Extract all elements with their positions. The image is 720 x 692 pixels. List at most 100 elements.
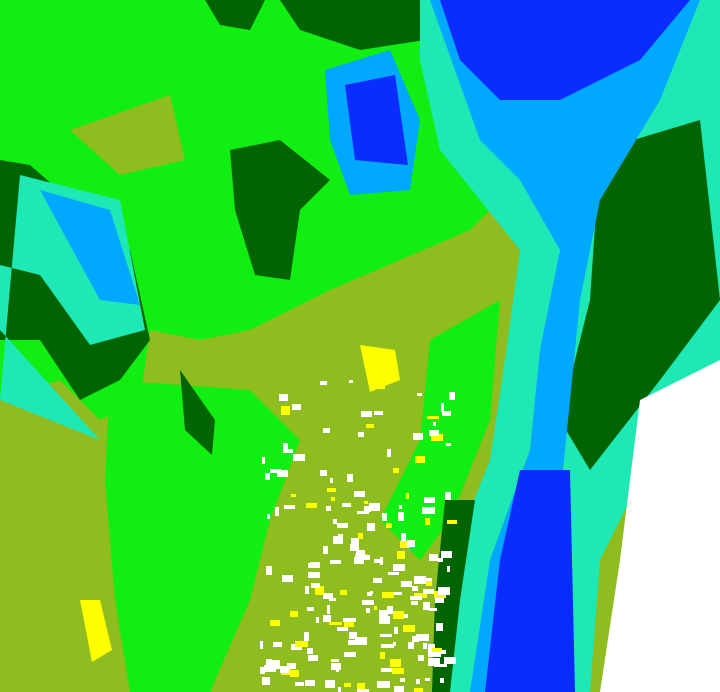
speckle: [308, 655, 318, 661]
speckle: [326, 506, 331, 511]
speckle: [381, 644, 394, 648]
speckle: [432, 648, 442, 652]
speckle: [327, 488, 336, 492]
speckle: [327, 605, 330, 614]
speckle: [400, 678, 405, 682]
speckle: [311, 583, 320, 588]
speckle: [387, 449, 391, 457]
speckle: [290, 670, 299, 677]
region-dark-green-band-west: [432, 500, 475, 692]
region-blue-north: [440, 0, 690, 100]
speckle: [304, 632, 309, 641]
speckle: [441, 551, 452, 558]
speckle: [373, 578, 382, 583]
speckle: [307, 648, 313, 654]
speckle: [270, 469, 281, 473]
speckle: [333, 519, 337, 524]
speckle: [330, 478, 333, 483]
speckle: [399, 505, 402, 509]
region-dark-green-band: [560, 120, 720, 470]
speckle: [347, 474, 353, 482]
speckle: [306, 503, 317, 508]
speckle: [354, 491, 365, 497]
speckle: [435, 595, 444, 603]
speckle: [358, 533, 363, 539]
speckle: [412, 586, 418, 591]
speckle: [382, 513, 387, 521]
speckle: [398, 512, 404, 521]
speckle: [266, 659, 272, 666]
speckle: [337, 523, 348, 528]
speckle: [442, 411, 451, 416]
speckle: [316, 617, 319, 623]
speckle: [364, 501, 368, 504]
region-blue-patch: [345, 75, 408, 165]
speckle: [415, 456, 425, 463]
speckle: [433, 422, 436, 426]
speckle: [428, 644, 435, 650]
speckle: [295, 682, 304, 686]
speckle: [270, 620, 280, 626]
speckle: [393, 564, 405, 571]
speckle: [401, 533, 406, 541]
speckle: [428, 658, 440, 666]
speckle: [280, 666, 289, 673]
speckle: [367, 592, 372, 596]
speckle: [361, 411, 372, 417]
speckle: [403, 625, 415, 632]
speckle: [400, 541, 410, 548]
speckle: [329, 598, 336, 601]
speckle: [381, 668, 393, 672]
speckle: [273, 642, 282, 647]
speckle: [393, 468, 399, 473]
speckle: [379, 610, 388, 619]
speckle: [265, 473, 270, 480]
speckle: [394, 686, 404, 692]
speckle: [411, 601, 418, 605]
speckle: [374, 411, 383, 415]
speckle: [348, 640, 357, 645]
speckle: [357, 683, 365, 690]
speckle: [377, 681, 390, 688]
region-light-blue-west: [40, 190, 140, 305]
speckle: [425, 678, 430, 681]
speckle: [429, 430, 439, 436]
region-olive-patch: [70, 95, 185, 175]
speckle: [260, 641, 263, 649]
speckle: [394, 627, 398, 634]
speckle: [305, 586, 309, 594]
speckle: [284, 505, 295, 509]
speckle: [406, 493, 409, 499]
speckle: [380, 652, 385, 659]
speckle: [414, 576, 426, 584]
speckle: [429, 554, 438, 561]
speckle: [331, 663, 341, 670]
speckle: [386, 523, 392, 528]
speckle: [429, 608, 437, 611]
speckle: [305, 680, 315, 686]
speckle: [354, 557, 364, 564]
region-dark-green-center: [230, 140, 330, 280]
speckle: [338, 687, 341, 692]
speckle: [416, 679, 420, 684]
speckle: [387, 606, 393, 614]
speckle: [447, 566, 450, 572]
speckle: [414, 688, 423, 692]
speckle-layer: [260, 380, 457, 692]
region-dark-green-top2: [205, 0, 265, 30]
speckle: [413, 433, 423, 440]
speckle: [277, 470, 288, 477]
speckle: [370, 591, 373, 594]
region-white-east: [600, 360, 720, 692]
speckle: [331, 497, 335, 501]
region-yellow-center: [360, 345, 400, 392]
speckle: [369, 503, 380, 511]
speckle: [390, 592, 402, 595]
speckle: [441, 403, 444, 412]
speckle: [374, 606, 377, 610]
region-blue-south: [485, 470, 575, 692]
speckle: [287, 663, 296, 669]
speckle: [427, 416, 439, 419]
speckle: [357, 689, 369, 692]
speckle: [382, 592, 394, 598]
